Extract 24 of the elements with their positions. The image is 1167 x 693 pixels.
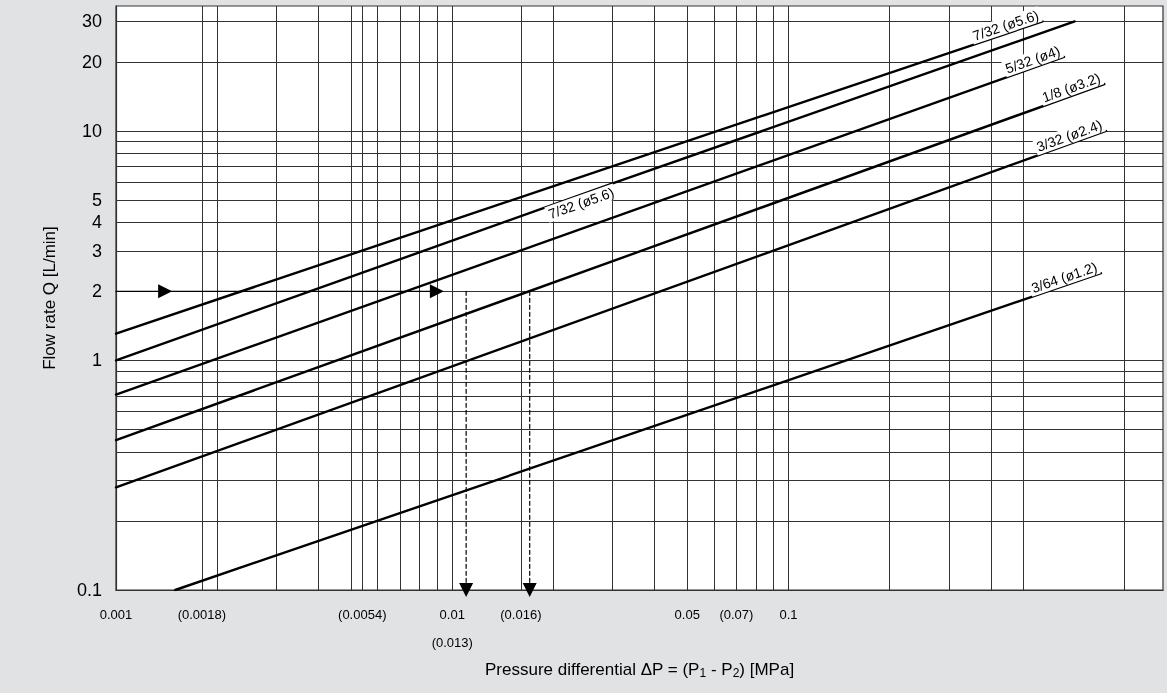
y-tick-label: 0.1 — [76, 580, 102, 600]
y-tick-label: 30 — [81, 11, 102, 32]
x-tick-label: (0.0054) — [338, 606, 387, 622]
y-tick-label: 5 — [91, 190, 102, 210]
x-tick-label: 0.001 — [99, 606, 133, 622]
y-tick-label: 20 — [81, 51, 102, 72]
y-tick-label: 2 — [91, 281, 102, 302]
text: 5/32 (ø4) — [1003, 42, 1063, 77]
y-tick-label: 4 — [91, 212, 102, 233]
x-tick-label: (0.0018) — [177, 606, 227, 622]
text: 3/32 (ø2.4) — [1034, 116, 1105, 155]
y-tick-label: 1 — [91, 350, 102, 371]
x-tick-label: 0.1 — [779, 606, 798, 622]
x-tick-label: (0.016) — [500, 606, 542, 622]
x-tick-label: 0.05 — [674, 606, 700, 622]
text: 7/32 (ø5.6) — [546, 184, 617, 223]
y-tick-label: 10 — [81, 120, 102, 141]
x-tick-label: 0.01 (0.013) — [431, 606, 473, 650]
y-axis-title: Flow rate Q [L/min] — [40, 226, 59, 370]
text: 3/64 (ø1.2) — [1029, 258, 1100, 296]
text: 7/32 (ø5.6) — [970, 6, 1041, 44]
x-tick-label: (0.07) — [719, 606, 754, 622]
text: 1/8 (ø3.2) — [1039, 69, 1103, 106]
y-tick-label: 3 — [91, 240, 102, 261]
